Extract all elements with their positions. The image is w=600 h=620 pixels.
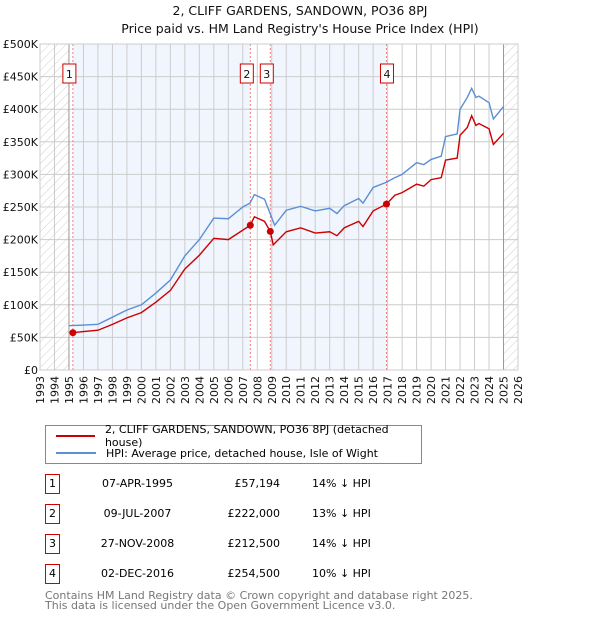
sale-label-number: 2 xyxy=(243,68,250,81)
y-tick-label: £0 xyxy=(24,364,38,377)
x-tick-label: 2010 xyxy=(280,376,293,404)
x-tick-label: 2026 xyxy=(512,376,525,404)
legend-label-hpi: HPI: Average price, detached house, Isle… xyxy=(106,446,378,460)
sale-number: 1 xyxy=(45,474,60,494)
x-tick-label: 2015 xyxy=(353,376,366,404)
sale-number: 2 xyxy=(45,504,60,524)
sale-row: 4 02-DEC-2016 £254,500 10% ↓ HPI xyxy=(45,564,445,584)
x-tick-label: 2005 xyxy=(208,376,221,404)
x-tick-label: 2012 xyxy=(309,376,322,404)
x-tick-label: 2023 xyxy=(469,376,482,404)
sale-label-box xyxy=(62,63,77,84)
x-tick-label: 2020 xyxy=(425,376,438,404)
property-price-line xyxy=(72,113,505,334)
sale-date: 09-JUL-2007 xyxy=(103,507,172,520)
sale-point xyxy=(246,221,254,229)
sale-price: £222,000 xyxy=(227,507,281,520)
x-tick-label: 1997 xyxy=(92,376,105,404)
x-tick-label: 2022 xyxy=(454,376,467,404)
sale-number: 4 xyxy=(45,564,60,584)
x-tick-label: 1996 xyxy=(77,376,90,404)
sale-row: 2 09-JUL-2007 £222,000 13% ↓ HPI xyxy=(45,504,445,524)
chart-title: 2, CLIFF GARDENS, SANDOWN, PO36 8PJ xyxy=(172,3,428,18)
legend-swatch-hpi xyxy=(56,452,96,454)
sale-price: £254,500 xyxy=(227,567,281,580)
x-tick-label: 2019 xyxy=(411,376,424,404)
sale-hpi-diff: 10% ↓ HPI xyxy=(312,567,371,580)
sale-label-box xyxy=(379,63,394,84)
x-tick-label: 2011 xyxy=(295,376,308,404)
y-tick-label: £500K xyxy=(3,38,39,51)
sale-price: £57,194 xyxy=(234,477,281,490)
x-tick-label: 2017 xyxy=(382,376,395,404)
x-tick-label: 2021 xyxy=(440,376,453,404)
x-tick-label: 1994 xyxy=(48,376,61,404)
chart-subtitle: Price paid vs. HM Land Registry's House … xyxy=(121,21,479,36)
x-tick-label: 2007 xyxy=(237,376,250,404)
x-tick-label: 2013 xyxy=(324,376,337,404)
x-tick-label: 2024 xyxy=(483,376,496,404)
x-tick-label: 2000 xyxy=(135,376,148,404)
sale-label-box xyxy=(259,63,274,84)
x-tick-label: 1993 xyxy=(34,376,47,404)
x-tick-label: 1998 xyxy=(106,376,119,404)
sale-row: 3 27-NOV-2008 £212,500 14% ↓ HPI xyxy=(45,534,445,554)
sale-date: 02-DEC-2016 xyxy=(100,567,175,580)
sale-point xyxy=(69,329,77,337)
sale-date: 27-NOV-2008 xyxy=(100,537,175,550)
y-tick-label: £250K xyxy=(3,201,39,214)
legend-swatch-property xyxy=(56,435,95,437)
sale-date: 07-APR-1995 xyxy=(101,477,174,490)
sale-row: 1 07-APR-1995 £57,194 14% ↓ HPI xyxy=(45,474,445,494)
sale-label-box xyxy=(239,63,254,84)
footer-line-2: This data is licensed under the Open Gov… xyxy=(45,599,396,612)
x-tick-label: 2014 xyxy=(338,376,351,404)
sale-number: 3 xyxy=(45,534,60,554)
hpi-line xyxy=(68,86,505,327)
x-tick-label: 2008 xyxy=(251,376,264,404)
y-tick-label: £450K xyxy=(3,71,39,84)
x-tick-label: 2006 xyxy=(222,376,235,404)
y-tick-label: £200K xyxy=(3,234,39,247)
sale-hpi-diff: 13% ↓ HPI xyxy=(312,507,371,520)
x-tick-label: 2018 xyxy=(396,376,409,404)
x-tick-label: 2009 xyxy=(266,376,279,404)
legend: 2, CLIFF GARDENS, SANDOWN, PO36 8PJ (det… xyxy=(45,423,422,464)
x-tick-label: 2004 xyxy=(193,376,206,404)
legend-label-property: 2, CLIFF GARDENS, SANDOWN, PO36 8PJ (det… xyxy=(104,423,389,449)
x-tick-label: 2025 xyxy=(498,376,511,404)
sale-hpi-diff: 14% ↓ HPI xyxy=(312,537,371,550)
y-tick-label: £300K xyxy=(3,168,39,181)
footer-line-1: Contains HM Land Registry data © Crown c… xyxy=(45,589,473,602)
sale-hpi-diff: 14% ↓ HPI xyxy=(312,477,371,490)
y-tick-label: £100K xyxy=(3,299,39,312)
sale-point xyxy=(382,200,390,208)
sale-label-number: 4 xyxy=(383,68,390,81)
sale-price: £212,500 xyxy=(227,537,281,550)
x-tick-label: 2003 xyxy=(179,376,192,404)
plot-area: 1993 1994 1995 1996 1997 1998 1999 2000 2001 2002… xyxy=(3,38,525,404)
sale-label-number: 3 xyxy=(263,68,270,81)
sale-label-number: 1 xyxy=(66,68,73,81)
x-tick-label: 1995 xyxy=(63,376,76,404)
sale-point xyxy=(266,227,274,235)
plot-border xyxy=(39,43,519,371)
x-tick-label: 2001 xyxy=(150,376,163,404)
y-tick-label: £350K xyxy=(3,136,39,149)
x-tick-label: 2016 xyxy=(367,376,380,404)
x-tick-label: 1999 xyxy=(121,376,134,404)
x-tick-label: 2002 xyxy=(164,376,177,404)
y-tick-label: £150K xyxy=(3,266,39,279)
y-tick-label: £50K xyxy=(10,331,39,344)
y-tick-label: £400K xyxy=(3,103,39,116)
